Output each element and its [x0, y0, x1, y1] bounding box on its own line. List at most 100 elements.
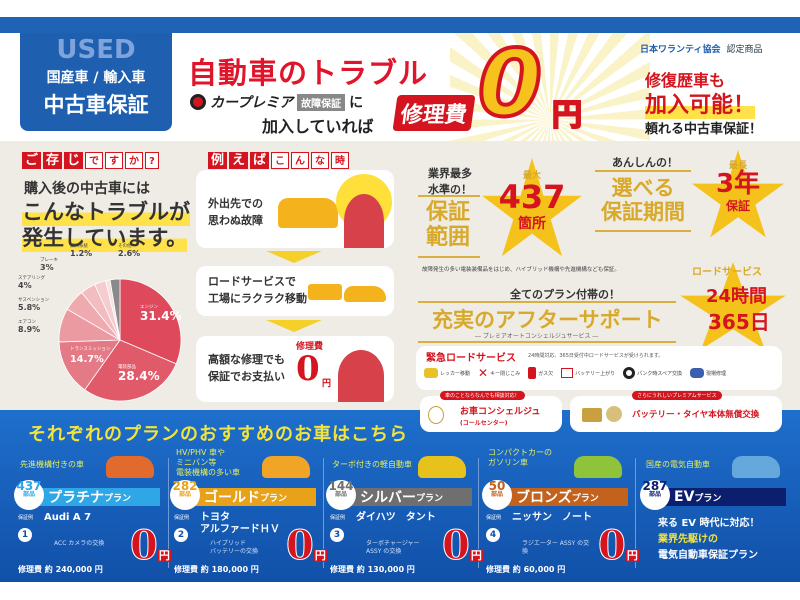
plan-bar: プラチナ プラン [18, 488, 160, 506]
tow-truck-icon [308, 284, 342, 300]
pie-category: サスペンション [18, 297, 50, 303]
car-model: トヨタ アルファードＨＶ [200, 512, 280, 535]
divider [595, 170, 691, 172]
after-support-subtitle: ― プレミアオートコンシェルジュサービス ― [475, 333, 599, 340]
period-star: 最長 3年 保証 [690, 150, 786, 214]
zero-yen: 0円 [286, 525, 327, 566]
repair-car-icon [690, 368, 705, 378]
plan-category: コンパクトカーの ガソリン車 [488, 448, 552, 467]
pie-category: 電装部品 [118, 363, 136, 370]
car-illustration [418, 456, 466, 478]
zero: 0 [286, 522, 315, 569]
pie-label: 1.2% [70, 249, 92, 258]
zero: 0 [598, 522, 627, 569]
after-support-title: 充実のアフターサポート [432, 308, 663, 332]
road-365d: 365日 [708, 310, 770, 334]
brand-name: カープレミア [210, 95, 294, 111]
star-unit: 箇所 [518, 216, 546, 232]
towed-car-icon [344, 286, 386, 302]
after-support-pre: 全てのプラン付帯の！ [510, 288, 620, 301]
parts-count-badge: 144 部品 [326, 480, 356, 510]
brand-logo-icon [190, 94, 206, 110]
plan-category: 先進機構付きの車 [20, 460, 84, 469]
service-label: パンク時スペア交換 [637, 370, 683, 377]
plan-bar: EV プラン [644, 488, 786, 506]
repair-price: 修理費 約 180,000 円 [174, 564, 259, 575]
association-badge: 日本ワランティ協会 認定商品 [640, 42, 762, 55]
emergency-title: 緊急ロードサービス [426, 353, 516, 364]
tag-char: す [105, 152, 124, 169]
did-you-know-tags: ご 存 じ で す か ? [22, 152, 159, 169]
divider [595, 230, 691, 232]
column-divider [168, 458, 169, 568]
car-model: Audi A 7 [44, 512, 92, 523]
repair-note: ACC カメラの交換 [54, 540, 105, 547]
car-illustration [732, 456, 780, 478]
star-top: 最大 [522, 171, 541, 181]
coverage-note: 故障発生の多い電装装備品をはじめ、ハイブリッド機構や先進機構なども保証。 [422, 267, 620, 273]
example-number: 1 [18, 528, 32, 542]
headline: 自動車のトラブル [188, 56, 429, 90]
price-value: 約 240,000 円 [44, 565, 103, 574]
parts-unit: 部品 [22, 491, 35, 498]
plan-column-5: 国産の電気自動車 EV プラン 287 部品 来る EV 時代に対応！ 業界先駆けの… [640, 450, 792, 580]
concierge-panel: 車のことならなんでも相談対応！ お車コンシェルジュ (コールセンター) [420, 391, 562, 432]
plan-category: 国産の電気自動車 [646, 460, 710, 469]
price-value: 約 180,000 円 [200, 565, 259, 574]
sunburst-decoration [450, 33, 650, 141]
parts-unit: 部品 [648, 491, 661, 498]
pie-label: 2.6% [118, 249, 140, 258]
parts-count-badge: 50 部品 [482, 480, 512, 510]
pie-category: 燃料系統 [70, 242, 88, 249]
service-key: ✕ キー閉じこみ [478, 366, 520, 380]
car-model: ニッサン ノート [512, 512, 592, 523]
repair-note: ラジエーター ASSY の交換 [522, 540, 590, 555]
example-label: 保証例 [174, 515, 190, 521]
parts-unit: 部品 [490, 491, 503, 498]
step-road-service: ロードサービスで 工場にラクラク移動 [196, 266, 394, 316]
parts-count: 144 [328, 479, 354, 493]
period-pre: あんしんの！ [612, 156, 678, 169]
parts-count: 437 [16, 479, 42, 493]
plan-suffix: プラン [104, 493, 132, 504]
pie-category: その他 [118, 242, 132, 249]
pie-label: 14.7% [70, 354, 104, 365]
pie-label: 5.8% [18, 303, 40, 312]
price-value: 約 130,000 円 [356, 565, 415, 574]
ev-line3: 電気自動車保証プラン [658, 550, 758, 561]
tag-char: こ [271, 152, 290, 169]
man-illustration [344, 194, 384, 248]
tag-char: ん [291, 152, 310, 169]
emergency-desc: 24時間対応、365日受付中ロードサービスが受けられます。 [528, 353, 664, 359]
certified-label: 認定商品 [726, 45, 763, 55]
fuel-icon [528, 367, 537, 379]
repair-note: ターボチャージャー ASSY の交換 [366, 540, 420, 555]
pie-category: ステアリング [18, 274, 45, 281]
example-label: 保証例 [18, 515, 34, 521]
plan-suffix: プラン [260, 493, 288, 504]
parts-count-badge: 287 部品 [640, 480, 670, 510]
step-text: 高額な修理でも 保証でお支払い [208, 353, 285, 383]
tow-icon [424, 368, 438, 378]
man-illustration [338, 350, 384, 402]
pie-slice [119, 278, 182, 365]
step-payment: 高額な修理でも 保証でお支払い 修理費 0 円 [196, 336, 394, 402]
pie-category: ブレーキ [40, 256, 58, 263]
plan-bar: シルバー プラン [330, 488, 472, 506]
price-label: 修理費 [486, 565, 510, 574]
parts-unit: 部品 [334, 491, 347, 498]
battery-icon [561, 368, 574, 378]
example-number: 3 [330, 528, 344, 542]
brand-ni: に [349, 95, 364, 111]
right-line3: 頼れる中古車保証！ [645, 122, 763, 137]
service-label: キー閉じこみ [490, 370, 521, 377]
divider [418, 301, 676, 303]
yen: 円 [625, 549, 639, 562]
tag-char: 時 [331, 152, 350, 169]
star-unit: 保証 [725, 199, 750, 213]
tag-char: え [229, 152, 249, 169]
price-value: 約 60,000 円 [512, 565, 566, 574]
service-onsite: 現場修理 [690, 366, 726, 380]
star-top: 最長 [728, 161, 747, 171]
